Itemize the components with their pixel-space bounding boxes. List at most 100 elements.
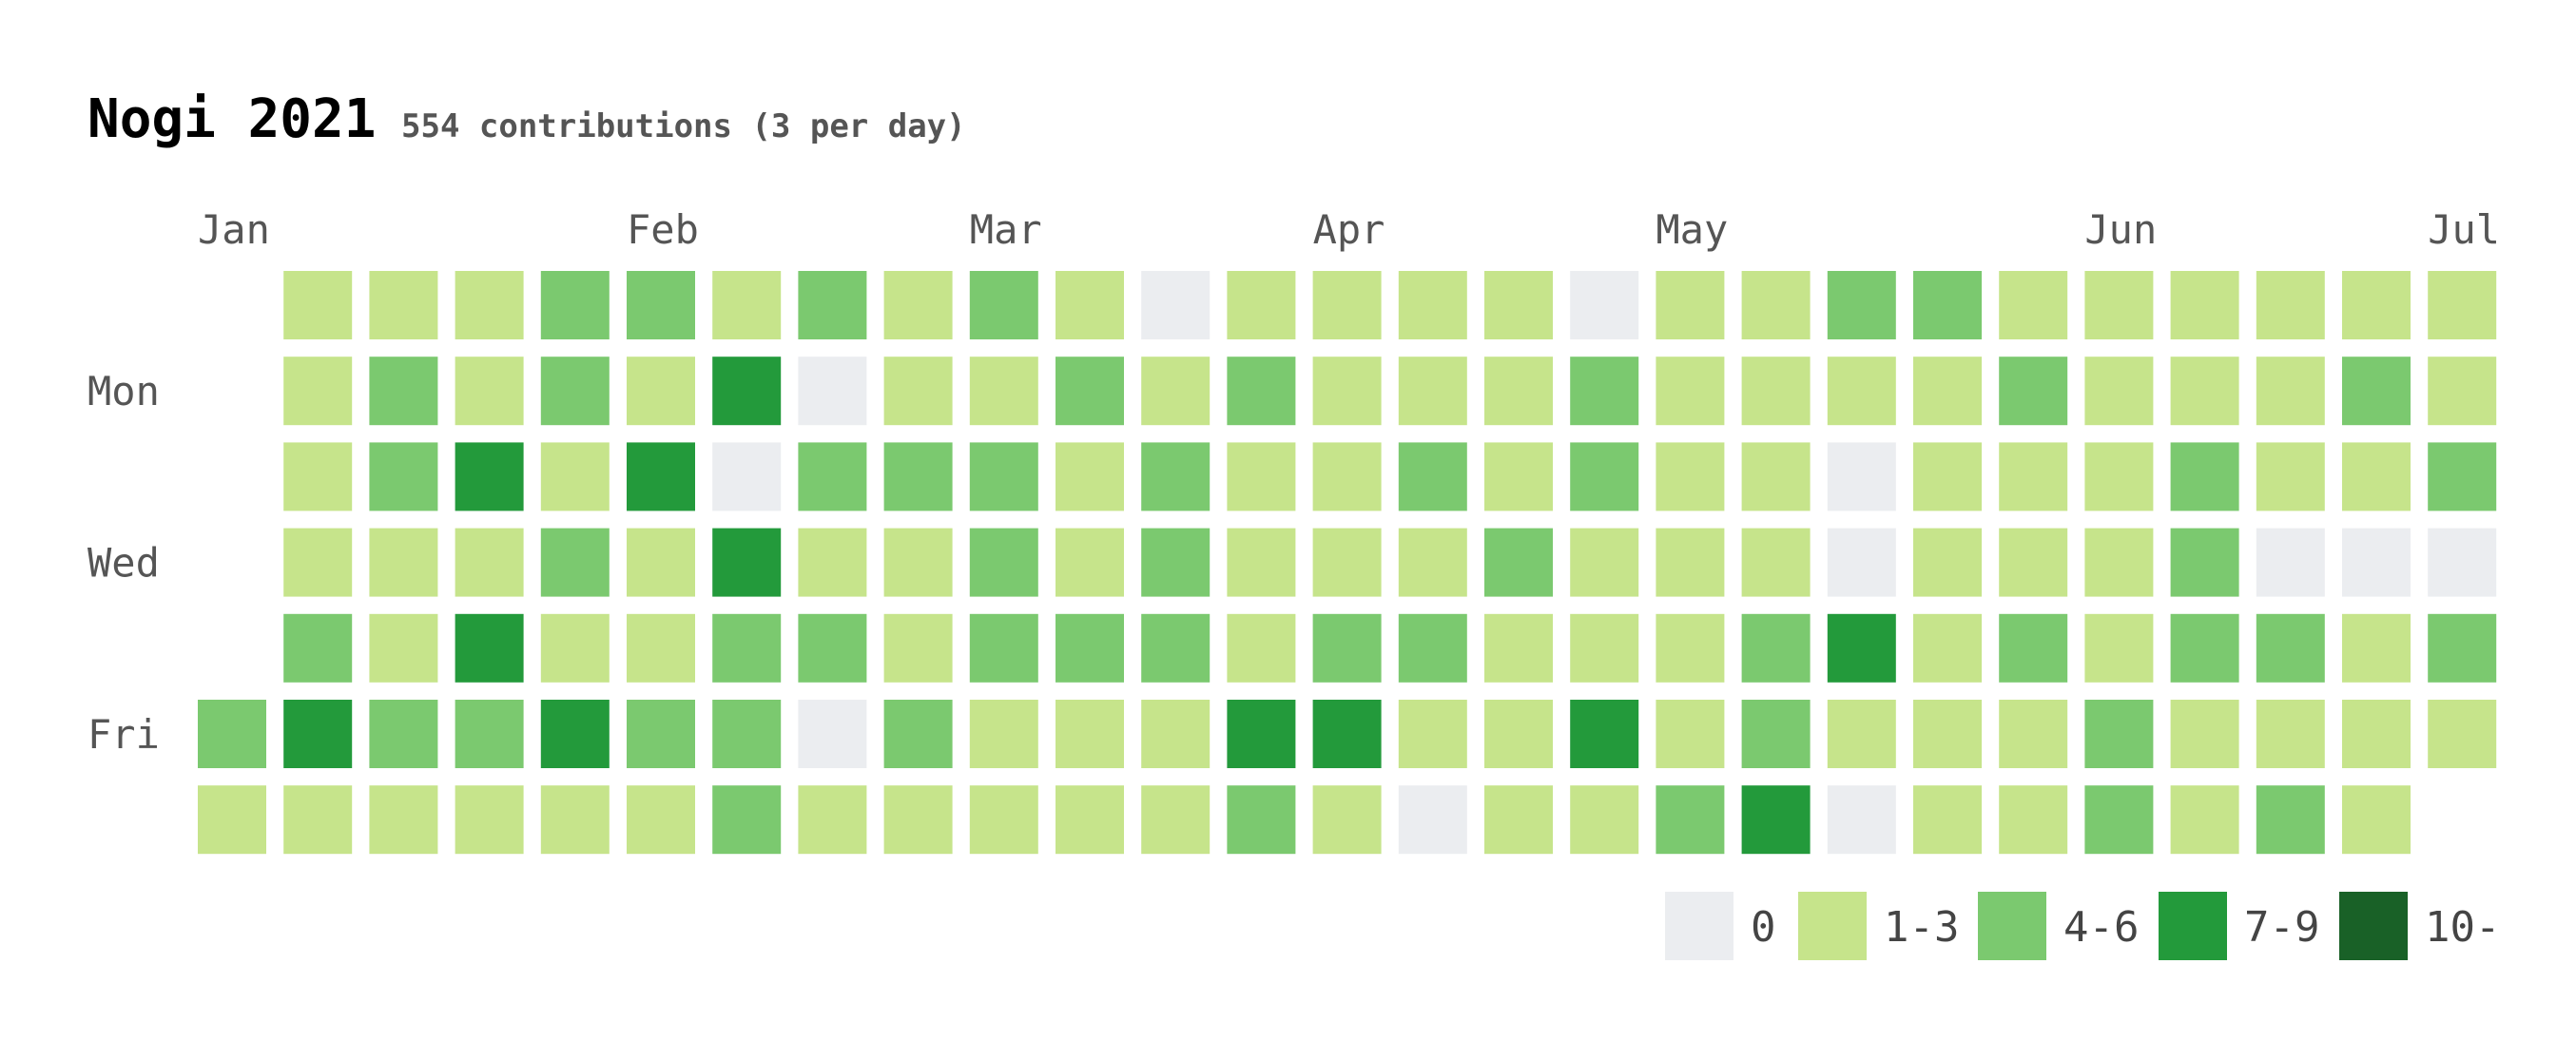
heatmap-cell bbox=[540, 442, 610, 511]
heatmap-cell bbox=[1141, 528, 1211, 597]
heatmap-cell bbox=[1312, 357, 1382, 426]
heatmap-cell bbox=[798, 357, 867, 426]
heatmap-cell bbox=[1999, 613, 2068, 683]
heatmap-cell bbox=[2342, 613, 2411, 683]
heatmap-cell bbox=[283, 785, 353, 855]
heatmap-cell bbox=[2084, 357, 2154, 426]
heatmap-cell bbox=[2170, 442, 2239, 511]
heatmap-cell bbox=[883, 528, 953, 597]
heatmap-cell bbox=[540, 613, 610, 683]
chart-title: Nogi 2021 bbox=[87, 88, 376, 150]
heatmap-cell bbox=[1484, 700, 1553, 768]
heatmap-cell bbox=[283, 528, 353, 597]
heatmap-cell bbox=[1741, 442, 1811, 511]
legend: 0 1-3 4-6 7-9 10- bbox=[1665, 892, 2500, 960]
heatmap-cell bbox=[1056, 357, 1124, 426]
heatmap-cell bbox=[1484, 271, 1553, 339]
heatmap-cell bbox=[1227, 442, 1296, 511]
heatmap-cell bbox=[1141, 271, 1211, 339]
heatmap-cell bbox=[1398, 700, 1467, 768]
heatmap-cell bbox=[1570, 528, 1639, 597]
heatmap-cell bbox=[712, 271, 782, 339]
heatmap-cell bbox=[1999, 528, 2068, 597]
heatmap-cell bbox=[1913, 613, 1982, 683]
heatmap-cell bbox=[969, 700, 1038, 768]
heatmap-cell bbox=[1827, 271, 1896, 339]
heatmap-cell bbox=[1056, 613, 1124, 683]
heatmap-cell bbox=[540, 528, 610, 597]
heatmap-cell bbox=[369, 700, 438, 768]
heatmap-cell bbox=[2084, 700, 2154, 768]
legend-label: 4-6 bbox=[2063, 903, 2139, 952]
heatmap-cell bbox=[2084, 271, 2154, 339]
heatmap-cell bbox=[883, 700, 953, 768]
heatmap-cell bbox=[1999, 271, 2068, 339]
heatmap-cell bbox=[798, 442, 867, 511]
heatmap-cell bbox=[1227, 528, 1296, 597]
heatmap-cell bbox=[1913, 442, 1982, 511]
heatmap-cell bbox=[1141, 442, 1211, 511]
heatmap-cells bbox=[198, 271, 2497, 855]
heatmap-cell bbox=[455, 271, 524, 339]
heatmap-cell bbox=[1312, 271, 1382, 339]
heatmap-cell bbox=[2256, 271, 2325, 339]
heatmap-cell bbox=[455, 700, 524, 768]
heatmap-cell bbox=[712, 442, 782, 511]
heatmap-cell bbox=[540, 785, 610, 855]
heatmap-cell bbox=[1484, 785, 1553, 855]
heatmap-cell bbox=[2256, 785, 2325, 855]
heatmap-cell bbox=[1827, 700, 1896, 768]
heatmap-cell bbox=[2428, 357, 2497, 426]
heatmap-cell bbox=[1913, 271, 1982, 339]
heatmap-cell bbox=[1056, 442, 1124, 511]
heatmap-cell bbox=[1570, 442, 1639, 511]
heatmap-cell bbox=[283, 442, 353, 511]
heatmap-cell bbox=[1141, 613, 1211, 683]
heatmap-cell bbox=[1913, 528, 1982, 597]
heatmap-cell bbox=[369, 357, 438, 426]
legend-swatch bbox=[1978, 892, 2046, 960]
heatmap-cell bbox=[1741, 357, 1811, 426]
heatmap-cell bbox=[2084, 785, 2154, 855]
heatmap-cell bbox=[2170, 357, 2239, 426]
heatmap-cell bbox=[627, 357, 695, 426]
weekday-label-mon: Mon bbox=[87, 368, 160, 414]
heatmap-cell bbox=[283, 613, 353, 683]
heatmap-cell bbox=[1227, 271, 1296, 339]
heatmap-cell bbox=[1398, 442, 1467, 511]
heatmap-cell bbox=[883, 442, 953, 511]
heatmap-cell bbox=[1227, 700, 1296, 768]
heatmap-cell bbox=[1656, 613, 1725, 683]
heatmap-cell bbox=[712, 613, 782, 683]
heatmap-cell bbox=[1913, 357, 1982, 426]
heatmap-cell bbox=[1484, 528, 1553, 597]
heatmap-cell bbox=[2342, 700, 2411, 768]
heatmap-cell bbox=[2170, 700, 2239, 768]
heatmap-cell bbox=[969, 357, 1038, 426]
heatmap-cell bbox=[969, 528, 1038, 597]
heatmap-cell bbox=[369, 442, 438, 511]
heatmap-cell bbox=[369, 613, 438, 683]
heatmap-cell bbox=[2342, 271, 2411, 339]
heatmap-cell bbox=[627, 271, 695, 339]
heatmap-cell bbox=[1827, 785, 1896, 855]
heatmap-cell bbox=[1656, 528, 1725, 597]
heatmap-cell bbox=[455, 528, 524, 597]
heatmap-cell bbox=[1741, 700, 1811, 768]
heatmap-cell bbox=[1656, 357, 1725, 426]
heatmap-cell bbox=[1484, 357, 1553, 426]
heatmap-cell bbox=[712, 528, 782, 597]
month-label-jan: Jan bbox=[198, 206, 270, 253]
heatmap-cell bbox=[2170, 785, 2239, 855]
heatmap-cell bbox=[455, 785, 524, 855]
heatmap-cell bbox=[369, 528, 438, 597]
heatmap-cell bbox=[883, 357, 953, 426]
heatmap-cell bbox=[1827, 357, 1896, 426]
heatmap-cell bbox=[2428, 613, 2497, 683]
heatmap-cell bbox=[883, 271, 953, 339]
heatmap-cell bbox=[2256, 700, 2325, 768]
heatmap-cell bbox=[2342, 785, 2411, 855]
heatmap-cell bbox=[1827, 442, 1896, 511]
heatmap-cell bbox=[627, 785, 695, 855]
